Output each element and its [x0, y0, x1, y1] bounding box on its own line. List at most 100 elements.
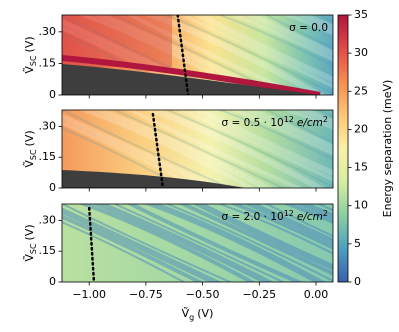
- annotation-text: σ = 2.0 · 10: [222, 211, 284, 223]
- heatmap-texture: [264, 15, 333, 50]
- heatmap-texture: [230, 110, 333, 156]
- heatmap-texture: [230, 204, 333, 250]
- colorbar-tick-label: 30: [354, 46, 368, 59]
- label-unit: (V): [197, 307, 213, 320]
- heatmap-texture: [192, 15, 333, 84]
- x-tick-label: −1.00: [72, 288, 106, 301]
- y-tick-label: .15: [39, 244, 57, 257]
- panel-frame: [61, 14, 334, 96]
- heatmap-texture: [91, 110, 274, 188]
- dotted-line: [151, 112, 165, 188]
- dotted-line: [87, 206, 96, 282]
- annotation-text: σ = 0.5 · 10: [222, 117, 284, 129]
- y-tick-label: 0: [49, 275, 56, 288]
- heatmap-texture: [295, 110, 333, 126]
- label-symbol: Ṽ: [23, 254, 36, 262]
- heatmap-texture: [112, 204, 286, 282]
- y-tick-label: 0: [49, 181, 56, 194]
- colorbar-tick-label: 0: [354, 275, 361, 288]
- heatmap-texture: [217, 15, 333, 67]
- annotation-unit: e/cm: [297, 211, 323, 223]
- heatmap: [62, 15, 333, 95]
- colorbar-tick-label: 20: [354, 122, 368, 135]
- heatmap-texture: [264, 110, 333, 144]
- heatmap-texture: [112, 110, 286, 188]
- label-unit: (V): [23, 36, 36, 52]
- x-tick-label: −0.75: [129, 288, 163, 301]
- x-tick-label: 0.00: [304, 288, 329, 301]
- label-unit: (V): [23, 224, 36, 240]
- y-tick-label: 0: [49, 88, 56, 101]
- heatmap-texture: [78, 204, 256, 282]
- axis-label: ṼSC (V): [23, 224, 38, 261]
- heatmap-texture: [192, 110, 333, 177]
- heatmap-texture: [243, 204, 333, 246]
- label-subscript: SC: [29, 243, 38, 254]
- colorbar-label: Energy separation (meV): [381, 80, 394, 218]
- y-tick-label: .30: [39, 25, 57, 38]
- heatmap-texture: [143, 204, 326, 282]
- axis-label: ṼSC (V): [23, 36, 38, 73]
- annotation-unit-exponent: 2: [323, 115, 328, 124]
- heatmap-texture: [217, 204, 333, 255]
- heatmap-texture: [316, 204, 333, 212]
- heatmap-texture: [178, 204, 333, 276]
- heatmap-texture: [62, 221, 186, 282]
- heatmap-texture: [282, 15, 333, 36]
- y-tick-label: .30: [39, 119, 57, 132]
- heatmap-texture: [164, 110, 333, 188]
- no-data-region: [62, 170, 245, 188]
- label-subscript: g: [189, 313, 194, 322]
- label-symbol: Ṽ: [23, 66, 36, 74]
- annotation-exponent: 12: [284, 115, 294, 124]
- x-tick-label: −0.50: [186, 288, 220, 301]
- y-tick-label: .15: [39, 150, 57, 163]
- colorbar-tick-label: 5: [354, 237, 361, 250]
- annotation-unit: e/cm: [297, 117, 323, 129]
- colorbar-tick-label: 10: [354, 199, 368, 212]
- heatmap-texture: [143, 110, 326, 188]
- annotation-text: σ = 0.0: [289, 22, 328, 34]
- label-unit: (V): [23, 130, 36, 146]
- colorbar-tick-label: 35: [354, 8, 368, 21]
- heatmap-texture: [282, 204, 333, 224]
- heatmap-texture: [78, 110, 256, 188]
- heatmap-texture: [143, 15, 327, 95]
- heatmap-texture: [178, 110, 333, 182]
- annotation-exponent: 12: [284, 209, 294, 218]
- no-data-region: [62, 64, 320, 95]
- y-tick-label: .15: [39, 56, 57, 69]
- heatmap-texture: [62, 204, 233, 282]
- annotation: σ = 0.0: [289, 22, 328, 34]
- heatmap-texture: [178, 15, 333, 89]
- dotted-line: [176, 15, 190, 95]
- heatmap-texture: [62, 214, 204, 282]
- colorbar-tick-label: 15: [354, 161, 368, 174]
- label-symbol: Ṽ: [182, 307, 190, 320]
- heatmap: [62, 204, 333, 282]
- x-tick-label: −0.25: [242, 288, 276, 301]
- heatmap-texture: [316, 15, 333, 23]
- heatmap: [62, 110, 333, 188]
- heatmap-texture: [164, 15, 333, 95]
- heatmap-texture: [62, 207, 222, 282]
- heatmap-texture: [126, 110, 304, 188]
- colorbar: [337, 14, 349, 283]
- heatmap-texture: [295, 15, 333, 32]
- panel-frame: [61, 109, 334, 189]
- panel-frame: [61, 203, 334, 283]
- heatmap-texture: [217, 110, 333, 161]
- colorbar-tick-label: 25: [354, 84, 368, 97]
- label-subscript: SC: [29, 55, 38, 66]
- heatmap-texture: [91, 204, 274, 282]
- label-symbol: Ṽ: [23, 160, 36, 168]
- axis-label: Ṽg (V): [182, 307, 214, 322]
- heatmap-edge: [62, 55, 321, 95]
- annotation: σ = 0.5 · 1012 e/cm2: [222, 115, 328, 130]
- heatmap-texture: [192, 204, 333, 271]
- annotation-unit-exponent: 2: [323, 209, 328, 218]
- heatmap-texture: [229, 15, 333, 62]
- heatmap-texture: [264, 204, 333, 238]
